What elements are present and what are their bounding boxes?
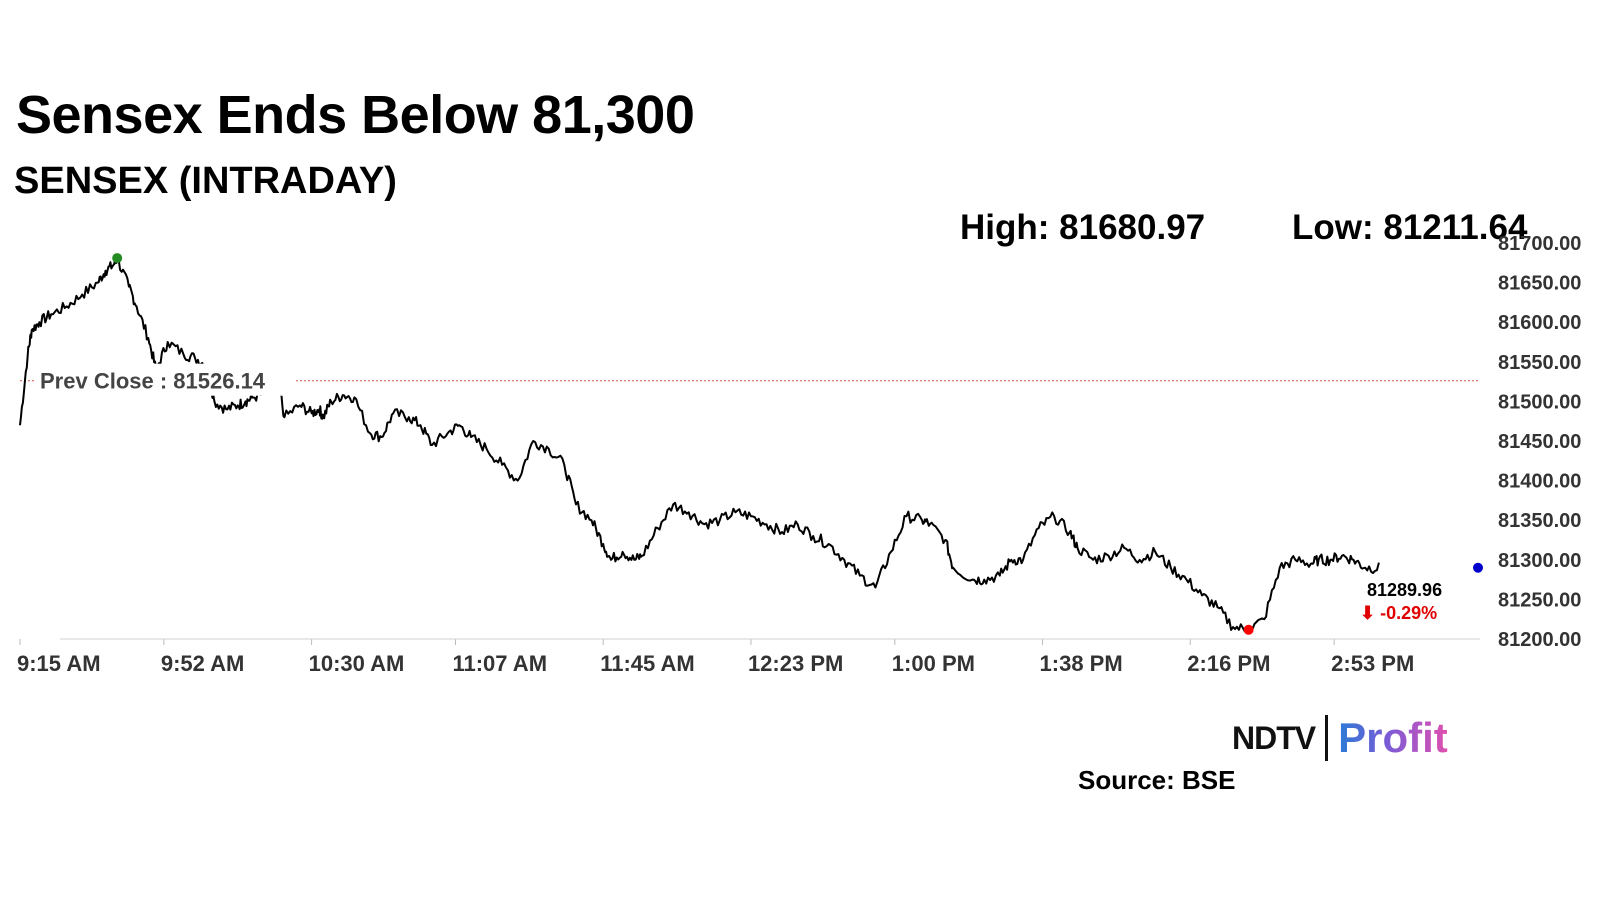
y-tick-label: 81250.00 [1498, 589, 1581, 611]
y-tick-label: 81550.00 [1498, 352, 1581, 374]
last-value-label: 81289.96 [1367, 580, 1442, 600]
x-axis: 9:15 AM 9:52 AM 10:30 AM 11:07 AM 11:45 AM 12… [17, 639, 1414, 676]
change-percent-label: ⬇ -0.29% [1360, 603, 1437, 623]
x-tick-label: 9:15 AM [17, 651, 101, 676]
x-tick-label: 2:53 PM [1331, 651, 1414, 676]
y-tick-label: 81500.00 [1498, 391, 1581, 413]
y-tick-label: 81650.00 [1498, 273, 1581, 295]
high-marker [112, 253, 123, 264]
low-marker [1243, 624, 1254, 635]
prev-close-label: Prev Close : 81526.14 [40, 369, 266, 394]
x-tick-label: 1:38 PM [1040, 651, 1123, 676]
x-tick-label: 12:23 PM [748, 651, 843, 676]
profit-logo-text: Profit [1338, 714, 1448, 761]
y-tick-label: 81400.00 [1498, 471, 1581, 493]
chart-subtitle: SENSEX (INTRADAY) [14, 160, 397, 202]
y-tick-label: 81300.00 [1498, 550, 1581, 572]
logo-divider [1325, 715, 1329, 761]
y-axis: 81200.00 81250.00 81300.00 81350.00 81400.00… [1498, 233, 1581, 651]
x-tick-label: 2:16 PM [1187, 651, 1270, 676]
last-value-marker [1473, 562, 1483, 573]
y-tick-label: 81200.00 [1498, 629, 1581, 651]
x-tick-label: 11:45 AM [600, 651, 695, 676]
x-tick-label: 10:30 AM [309, 651, 405, 676]
y-tick-label: 81700.00 [1498, 233, 1581, 255]
x-tick-label: 1:00 PM [892, 651, 975, 676]
day-low-label: Low: 81211.64 [1292, 208, 1528, 247]
y-tick-label: 81350.00 [1498, 510, 1581, 532]
x-tick-label: 11:07 AM [452, 651, 547, 676]
chart-title: Sensex Ends Below 81,300 [16, 85, 695, 145]
ndtv-profit-logo: NDTV Profit [1232, 712, 1448, 764]
ndtv-logo-text: NDTV [1232, 719, 1316, 756]
day-high-label: High: 81680.97 [960, 208, 1206, 247]
y-tick-label: 81600.00 [1498, 312, 1581, 334]
x-tick-label: 9:52 AM [161, 651, 245, 676]
prev-close-label-bg [34, 363, 296, 396]
y-tick-label: 81450.00 [1498, 431, 1581, 453]
source-note: Source: BSE [1078, 765, 1236, 795]
sensex-series-line [19, 257, 1380, 634]
